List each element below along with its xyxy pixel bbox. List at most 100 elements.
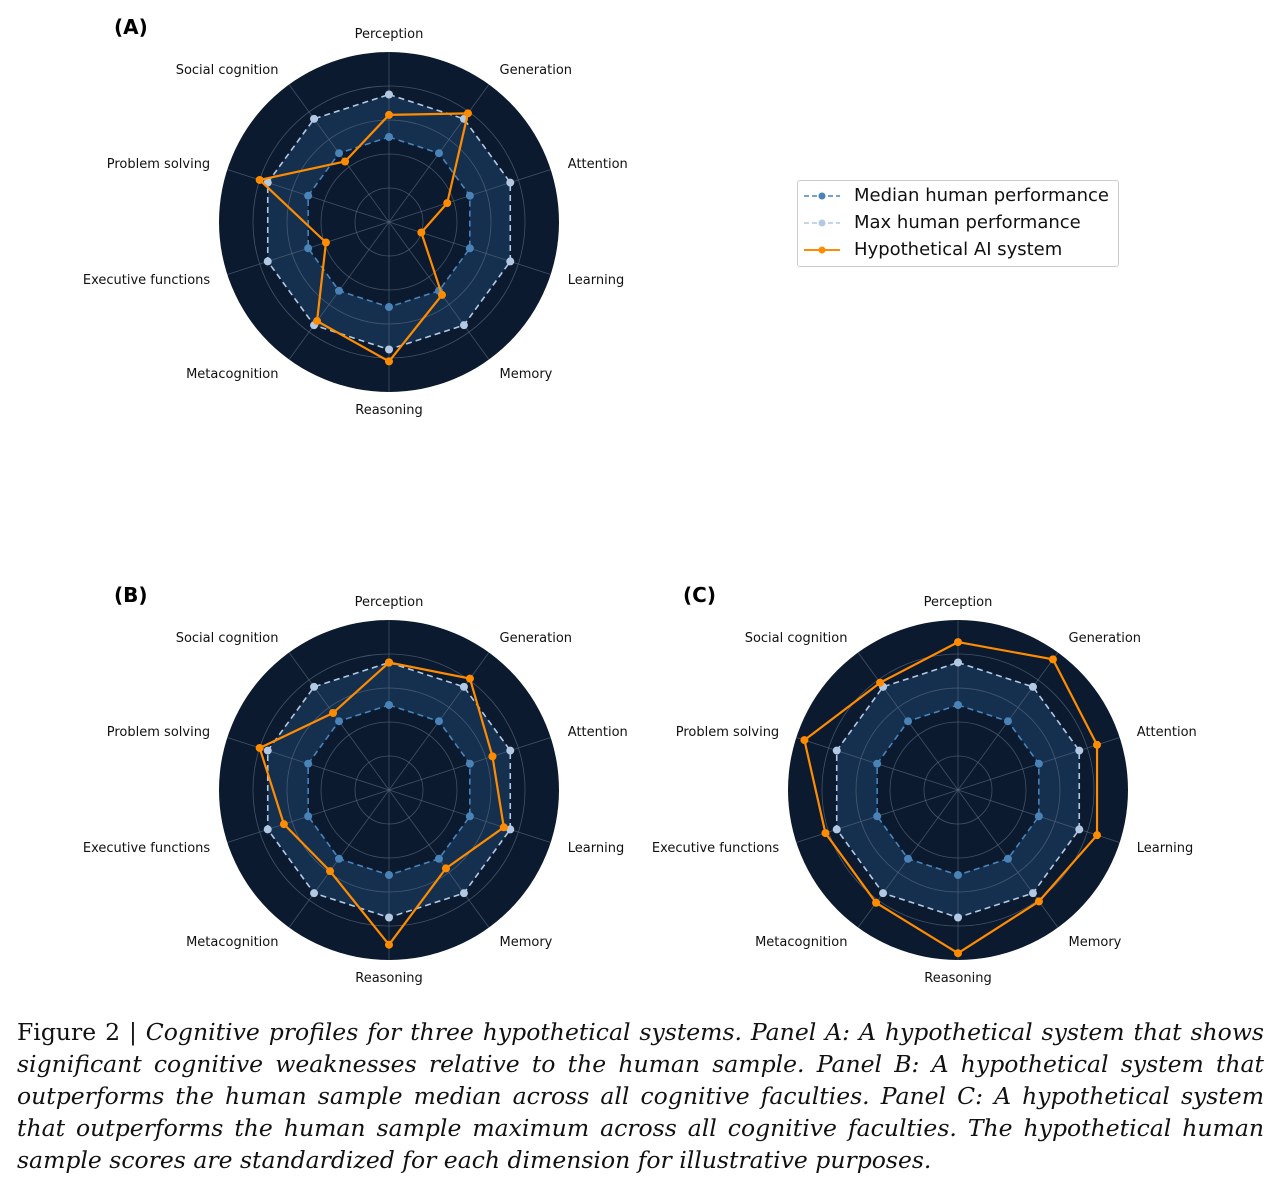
ai-point bbox=[255, 175, 264, 184]
median-point bbox=[335, 286, 344, 295]
max-point bbox=[832, 746, 841, 755]
axis-label: Executive functions bbox=[652, 841, 780, 856]
axis-label: Generation bbox=[500, 631, 573, 646]
panel-b-title: (B) bbox=[114, 583, 148, 607]
ai-point bbox=[800, 736, 809, 745]
median-point bbox=[335, 149, 344, 158]
axis-label: Reasoning bbox=[355, 971, 422, 986]
axis-label: Learning bbox=[568, 841, 624, 856]
ai-point bbox=[279, 820, 288, 829]
max-point bbox=[459, 889, 468, 898]
median-point bbox=[335, 854, 344, 863]
median-point bbox=[904, 854, 913, 863]
median-point bbox=[1034, 759, 1043, 768]
ai-point bbox=[821, 829, 830, 838]
ai-point bbox=[876, 678, 885, 687]
axis-label: Problem solving bbox=[676, 725, 779, 740]
median-point bbox=[385, 871, 393, 879]
legend-label: Median human performance bbox=[854, 185, 1109, 206]
figure-caption: Figure 2 | Cognitive profiles for three … bbox=[17, 1016, 1264, 1176]
axis-label: Memory bbox=[500, 367, 553, 382]
median-point bbox=[385, 701, 393, 709]
median-point bbox=[465, 812, 474, 821]
axis-label: Memory bbox=[500, 935, 553, 950]
ai-point bbox=[1093, 831, 1102, 840]
ai-point bbox=[385, 658, 393, 667]
median-point bbox=[873, 759, 882, 768]
ai-point bbox=[1034, 897, 1043, 906]
median-point bbox=[465, 759, 474, 768]
axis-label: Metacognition bbox=[186, 935, 278, 950]
axis-label: Reasoning bbox=[355, 403, 422, 418]
ai-point bbox=[255, 743, 264, 752]
ai-point bbox=[1093, 740, 1102, 749]
legend: Median human performance Max human perfo… bbox=[797, 180, 1119, 267]
axis-label: Attention bbox=[568, 725, 628, 740]
ai-point bbox=[313, 317, 322, 326]
radar-charts: Perception Generation Attention Learning Mem… bbox=[83, 27, 1197, 986]
max-point bbox=[1028, 682, 1037, 691]
median-point bbox=[434, 149, 443, 158]
caption-lead: Figure 2 | bbox=[17, 1018, 146, 1046]
axis-label: Reasoning bbox=[924, 971, 991, 986]
axis-label: Learning bbox=[568, 273, 624, 288]
ai-point bbox=[385, 940, 393, 949]
legend-item-median: Median human performance bbox=[798, 182, 1109, 209]
max-point bbox=[459, 682, 468, 691]
radar-panel-c: Perception Generation Attention Learning Mem… bbox=[652, 595, 1197, 986]
max-point bbox=[506, 746, 515, 755]
legend-label: Max human performance bbox=[854, 212, 1081, 233]
ai-point bbox=[417, 228, 426, 237]
axis-label: Problem solving bbox=[107, 157, 210, 172]
ai-point bbox=[488, 752, 497, 761]
max-point bbox=[832, 825, 841, 834]
ai-point bbox=[1048, 655, 1057, 664]
median-point bbox=[954, 871, 962, 879]
median-point bbox=[304, 759, 313, 768]
median-point bbox=[1003, 717, 1012, 726]
axis-label: Metacognition bbox=[186, 367, 278, 382]
max-point bbox=[385, 913, 393, 922]
axis-label: Perception bbox=[355, 27, 424, 42]
axis-label: Generation bbox=[1069, 631, 1142, 646]
ai-point bbox=[954, 949, 962, 958]
legend-median-marker-icon bbox=[804, 192, 840, 199]
median-point bbox=[434, 854, 443, 863]
ai-point bbox=[326, 867, 335, 876]
max-point bbox=[385, 90, 393, 99]
ai-point bbox=[321, 238, 330, 247]
max-point bbox=[310, 114, 319, 123]
legend-max-marker-icon bbox=[804, 219, 840, 226]
median-point bbox=[873, 812, 882, 821]
max-point bbox=[263, 257, 272, 266]
max-point bbox=[954, 658, 962, 667]
max-point bbox=[1028, 889, 1037, 898]
median-point bbox=[954, 701, 962, 709]
axis-label: Social cognition bbox=[745, 631, 848, 646]
ai-point bbox=[341, 157, 350, 166]
median-point bbox=[335, 717, 344, 726]
max-point bbox=[1075, 746, 1084, 755]
ai-point bbox=[441, 864, 450, 873]
axis-label: Executive functions bbox=[83, 273, 211, 288]
median-point bbox=[385, 133, 393, 141]
max-point bbox=[459, 321, 468, 330]
ai-point bbox=[385, 110, 393, 119]
median-point bbox=[1034, 812, 1043, 821]
axis-label: Attention bbox=[568, 157, 628, 172]
radar-panel-b: Perception Generation Attention Learning Mem… bbox=[83, 595, 628, 986]
axis-label: Memory bbox=[1069, 935, 1122, 950]
max-point bbox=[385, 345, 393, 354]
radar-panel-a: Perception Generation Attention Learning Mem… bbox=[83, 27, 628, 418]
median-point bbox=[385, 303, 393, 311]
ai-point bbox=[463, 109, 472, 118]
axis-label: Social cognition bbox=[176, 631, 279, 646]
max-point bbox=[506, 178, 515, 187]
ai-point bbox=[437, 290, 446, 299]
human-range-band bbox=[267, 662, 511, 918]
axis-label: Perception bbox=[355, 595, 424, 610]
legend-ai-marker-icon bbox=[804, 246, 840, 253]
median-point bbox=[304, 812, 313, 821]
ai-point bbox=[465, 674, 474, 683]
caption-text: Cognitive profiles for three hypothetica… bbox=[17, 1018, 1264, 1174]
